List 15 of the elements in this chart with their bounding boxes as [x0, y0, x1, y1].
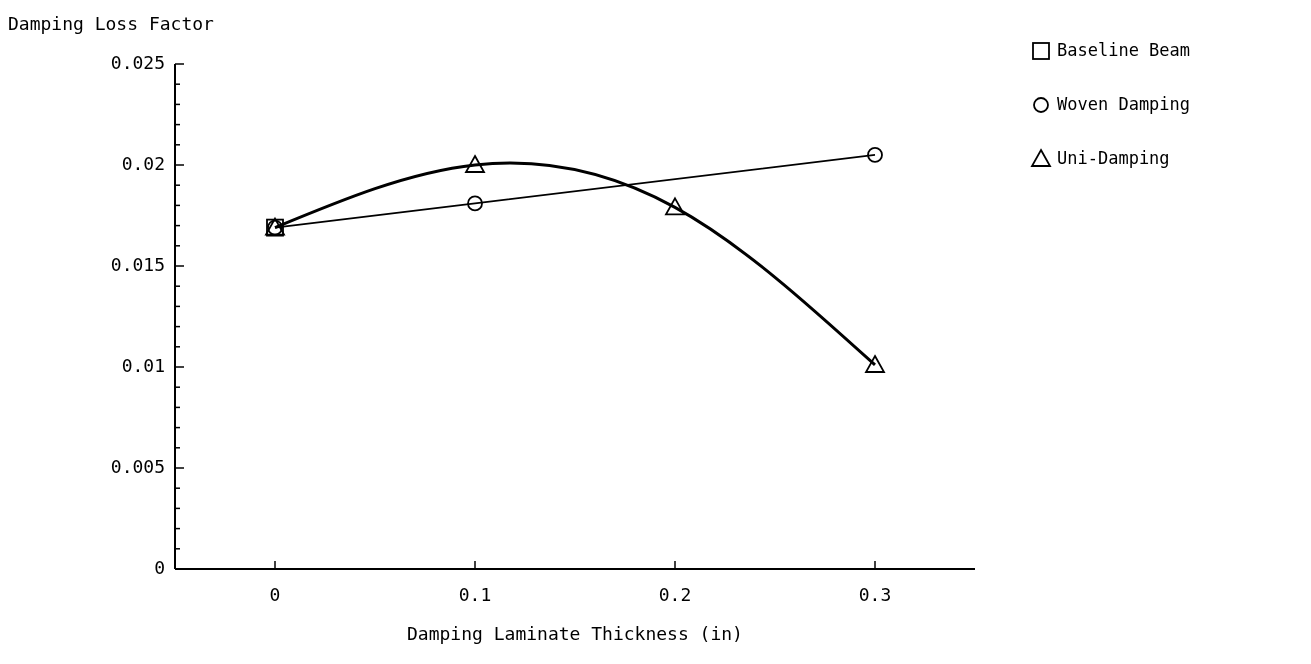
legend-label: Uni-Damping	[1057, 148, 1170, 168]
y-tick-label: 0.02	[121, 153, 165, 174]
legend-label: Woven Damping	[1057, 94, 1191, 114]
x-tick-label: 0.2	[658, 584, 692, 605]
y-tick-label: 0.01	[121, 355, 165, 376]
x-tick-label: 0	[269, 584, 281, 605]
y-tick-label: 0	[154, 557, 165, 578]
legend-label: Baseline Beam	[1057, 40, 1191, 60]
y-tick-label: 0.025	[110, 52, 165, 73]
x-tick-label: 0.1	[458, 584, 492, 605]
y-axis-title: Damping Loss Factor	[8, 13, 215, 34]
x-tick-label: 0.3	[858, 584, 892, 605]
x-axis-title: Damping Laminate Thickness (in)	[407, 623, 743, 644]
y-tick-label: 0.005	[110, 456, 165, 477]
y-tick-label: 0.015	[110, 254, 165, 275]
